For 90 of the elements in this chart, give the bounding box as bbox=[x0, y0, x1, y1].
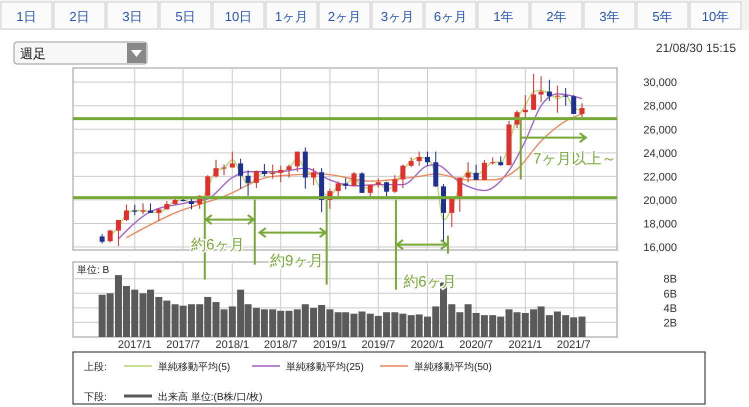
text: 1日 bbox=[16, 9, 37, 24]
y-tick-label: 24,000 bbox=[643, 148, 677, 160]
text: 3年 bbox=[599, 9, 620, 24]
text: 2年 bbox=[546, 9, 567, 24]
y-tick-label: 18,000 bbox=[643, 218, 677, 230]
y-tick-label: 28,000 bbox=[643, 100, 677, 113]
candlestick bbox=[336, 181, 341, 197]
x-tick-label: 2018/7 bbox=[264, 339, 298, 351]
text: 1年 bbox=[493, 9, 514, 24]
text: 5年 bbox=[652, 9, 673, 24]
candlestick bbox=[351, 172, 356, 187]
candlestick bbox=[188, 198, 194, 210]
text: 3ヶ月 bbox=[380, 9, 414, 24]
candlestick bbox=[294, 151, 300, 172]
candlestick bbox=[100, 234, 105, 244]
y-tick-label: 20,000 bbox=[643, 194, 677, 207]
candlestick bbox=[262, 164, 267, 177]
x-tick-label: 2018/1 bbox=[215, 339, 250, 351]
x-tick-label: 2020/1 bbox=[410, 339, 444, 351]
candlestick bbox=[205, 174, 210, 196]
annotation: 約6ヶ月 bbox=[403, 274, 457, 291]
text: 10年 bbox=[702, 9, 730, 24]
text: 10日 bbox=[224, 9, 252, 24]
legend-title: 下段: bbox=[84, 391, 107, 403]
text: 5日 bbox=[175, 9, 196, 24]
candlestick bbox=[531, 73, 536, 110]
candlestick bbox=[466, 162, 471, 183]
candlestick bbox=[148, 202, 154, 214]
annotation: 約9ヶ月 bbox=[270, 252, 324, 270]
candlestick bbox=[343, 178, 348, 190]
candlestick bbox=[400, 164, 406, 189]
y-tick-label: 6B bbox=[664, 288, 677, 300]
candlestick bbox=[474, 164, 479, 180]
legend-label: 単純移動平均(5) bbox=[158, 361, 230, 373]
text: 6ヶ月 bbox=[434, 9, 468, 24]
x-tick-label: 2019/1 bbox=[313, 339, 347, 351]
candlestick bbox=[246, 170, 251, 196]
candlestick bbox=[230, 151, 235, 168]
y-tick-label: 30,000 bbox=[643, 77, 677, 90]
legend-label: 単純移動平均(50) bbox=[414, 361, 492, 373]
y-tick-label: 2B bbox=[664, 317, 677, 330]
y-tick-label: 4B bbox=[664, 302, 677, 315]
candlestick bbox=[424, 151, 430, 166]
text: 2日 bbox=[69, 9, 90, 24]
candlestick bbox=[457, 177, 462, 212]
candlestick bbox=[416, 151, 422, 166]
text: 1ヶ月 bbox=[274, 9, 308, 24]
y-tick-label: 16,000 bbox=[643, 242, 677, 254]
candlestick bbox=[214, 159, 219, 178]
annotation: 7ヶ月以上～ bbox=[533, 150, 616, 168]
candlestick bbox=[571, 94, 576, 114]
candlestick bbox=[286, 164, 292, 178]
candlestick bbox=[579, 102, 584, 118]
candlestick bbox=[498, 156, 504, 166]
candlestick bbox=[392, 174, 398, 194]
candlestick bbox=[254, 170, 259, 189]
x-tick-label: 2017/1 bbox=[118, 339, 152, 351]
candlestick bbox=[278, 165, 284, 183]
candlestick bbox=[311, 168, 316, 186]
candlestick bbox=[554, 85, 560, 114]
x-tick-label: 2021/1 bbox=[508, 339, 542, 351]
y-axis-title: 単位: B bbox=[77, 264, 110, 276]
candlestick bbox=[116, 219, 121, 246]
legend-label: 出来高 単位:(B株/口/枚) bbox=[158, 391, 262, 403]
candlestick bbox=[124, 204, 129, 222]
x-tick-label: 2019/7 bbox=[361, 339, 396, 351]
candlestick bbox=[563, 88, 568, 106]
y-tick-label: 22,000 bbox=[643, 171, 677, 184]
candlestick bbox=[408, 157, 414, 168]
text: 21/08/30 15:15 bbox=[656, 41, 736, 55]
text: 3日 bbox=[122, 9, 143, 24]
candlestick bbox=[222, 164, 227, 176]
text: 週足 bbox=[20, 46, 46, 61]
candlestick bbox=[482, 159, 487, 180]
candlestick bbox=[449, 197, 454, 228]
y-tick-label: 8B bbox=[664, 274, 677, 286]
x-tick-label: 2021/7 bbox=[556, 339, 591, 351]
candlestick bbox=[368, 184, 373, 197]
candlestick bbox=[108, 229, 113, 243]
candlestick bbox=[238, 158, 244, 190]
legend-label: 単純移動平均(25) bbox=[286, 361, 364, 373]
legend-title: 上段: bbox=[84, 361, 107, 373]
text: 2ヶ月 bbox=[328, 9, 362, 24]
candlestick bbox=[156, 208, 162, 222]
x-tick-label: 2020/7 bbox=[459, 339, 493, 351]
candlestick bbox=[359, 172, 364, 194]
x-tick-label: 2017/7 bbox=[166, 339, 200, 351]
candlestick bbox=[546, 79, 552, 102]
y-tick-label: 26,000 bbox=[643, 124, 677, 136]
candlestick bbox=[538, 76, 544, 103]
